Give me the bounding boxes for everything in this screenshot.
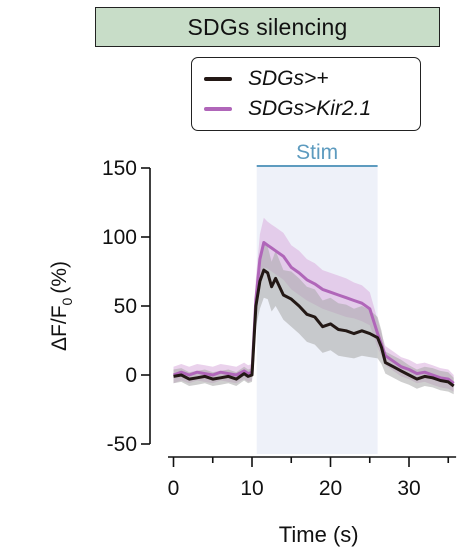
series-line-control <box>173 268 455 388</box>
legend-label-kir: SDGs>Kir2.1 <box>248 97 372 120</box>
chart-title: SDGs silencing <box>95 7 440 47</box>
legend-item-control: SDGs>+ <box>204 64 420 94</box>
y-tick-label: 0 <box>125 364 137 387</box>
x-tick-label: 10 <box>240 477 263 500</box>
y-axis-label-main: ΔF/F <box>48 305 71 351</box>
legend-label-control: SDGs>+ <box>248 67 329 90</box>
series-lines <box>172 241 455 388</box>
y-tick-label: 150 <box>102 157 137 180</box>
legend-item-kir: SDGs>Kir2.1 <box>204 94 420 124</box>
x-tick-label: 20 <box>319 477 342 500</box>
y-tick-label: 100 <box>102 226 137 249</box>
legend: SDGs>+ SDGs>Kir2.1 <box>191 57 421 131</box>
y-axis-label: ΔF/F0 (%) <box>48 261 75 351</box>
chart-title-text: SDGs silencing <box>187 13 348 40</box>
y-tick-label: -50 <box>107 433 137 456</box>
x-tick-label: 30 <box>397 477 420 500</box>
legend-swatch-kir <box>204 107 232 111</box>
y-axis-label-sub: 0 <box>59 297 75 305</box>
x-axis-label: Time (s) <box>279 522 359 547</box>
y-axis-label-unit: (%) <box>48 261 71 294</box>
y-axis: -50 0 50 100 150 <box>102 157 151 456</box>
y-tick-label: 50 <box>114 295 137 318</box>
stim-label: Stim <box>296 141 338 164</box>
series-line-kir <box>172 241 455 385</box>
x-axis: 0 10 20 30 <box>168 456 457 500</box>
x-tick-label: 0 <box>168 477 180 500</box>
legend-swatch-control <box>204 77 232 81</box>
